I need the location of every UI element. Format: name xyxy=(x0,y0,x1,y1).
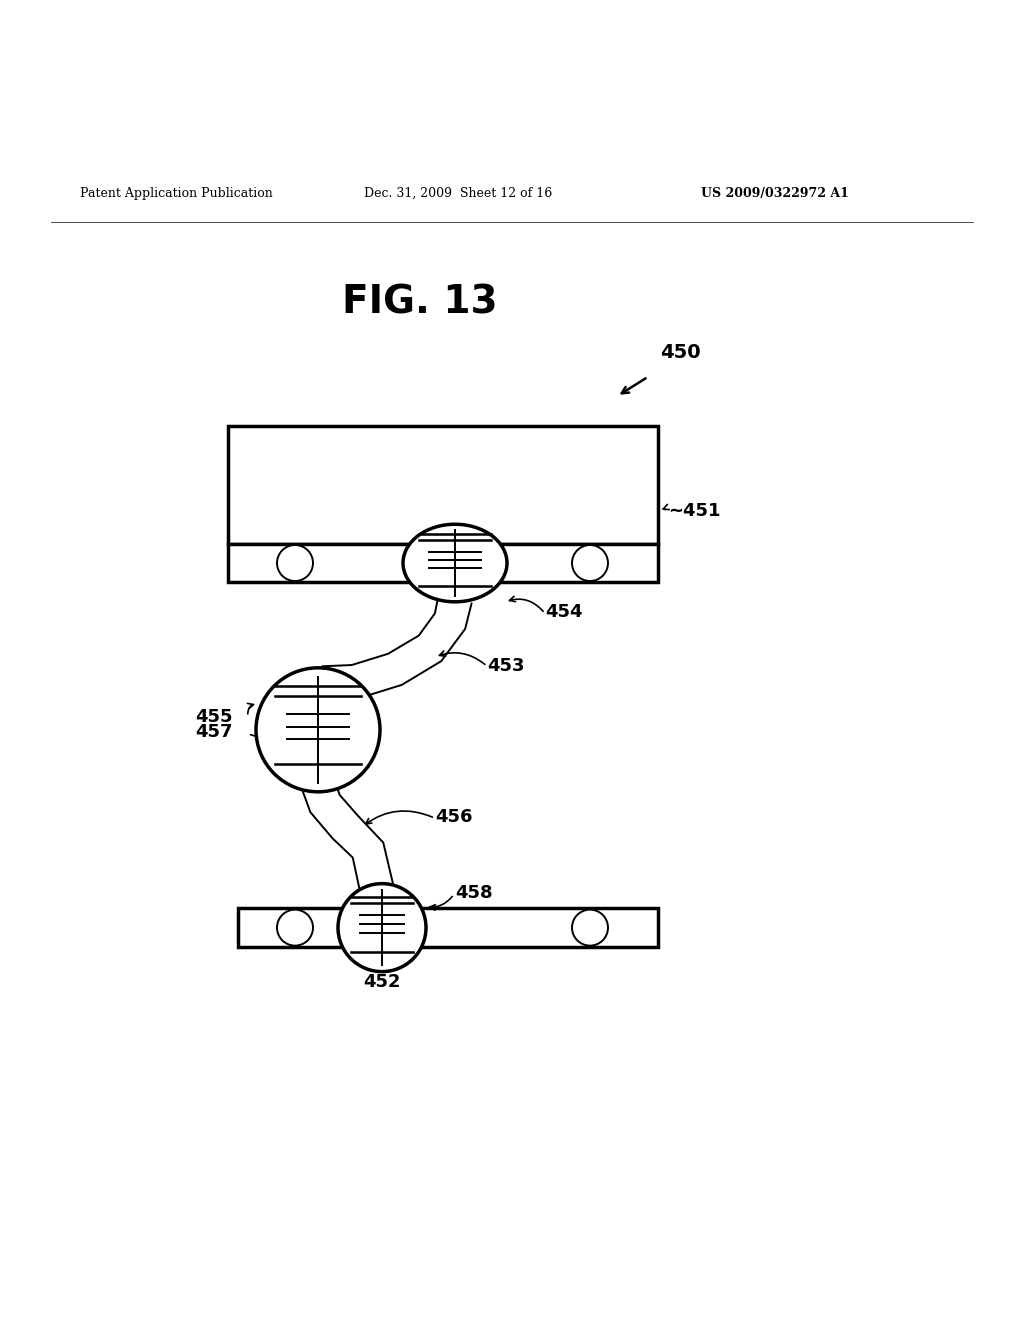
Text: Patent Application Publication: Patent Application Publication xyxy=(80,187,272,199)
Text: US 2009/0322972 A1: US 2009/0322972 A1 xyxy=(701,187,849,199)
Text: 453: 453 xyxy=(487,657,524,676)
Text: 454: 454 xyxy=(545,603,583,620)
Text: 456: 456 xyxy=(435,808,472,826)
Text: FIG. 13: FIG. 13 xyxy=(342,284,498,322)
Text: 452: 452 xyxy=(364,973,400,990)
Text: 458: 458 xyxy=(455,883,493,902)
Text: ~451: ~451 xyxy=(668,502,721,520)
Bar xyxy=(238,908,658,946)
Circle shape xyxy=(572,909,608,945)
Text: Dec. 31, 2009  Sheet 12 of 16: Dec. 31, 2009 Sheet 12 of 16 xyxy=(364,187,552,199)
Text: 455: 455 xyxy=(195,708,232,726)
Bar xyxy=(228,426,658,544)
Bar xyxy=(228,544,658,582)
Circle shape xyxy=(572,545,608,581)
Circle shape xyxy=(338,883,426,972)
Text: 450: 450 xyxy=(660,342,700,362)
Circle shape xyxy=(278,909,313,945)
Ellipse shape xyxy=(403,524,507,602)
Text: 457: 457 xyxy=(195,723,232,741)
Circle shape xyxy=(278,545,313,581)
Circle shape xyxy=(256,668,380,792)
